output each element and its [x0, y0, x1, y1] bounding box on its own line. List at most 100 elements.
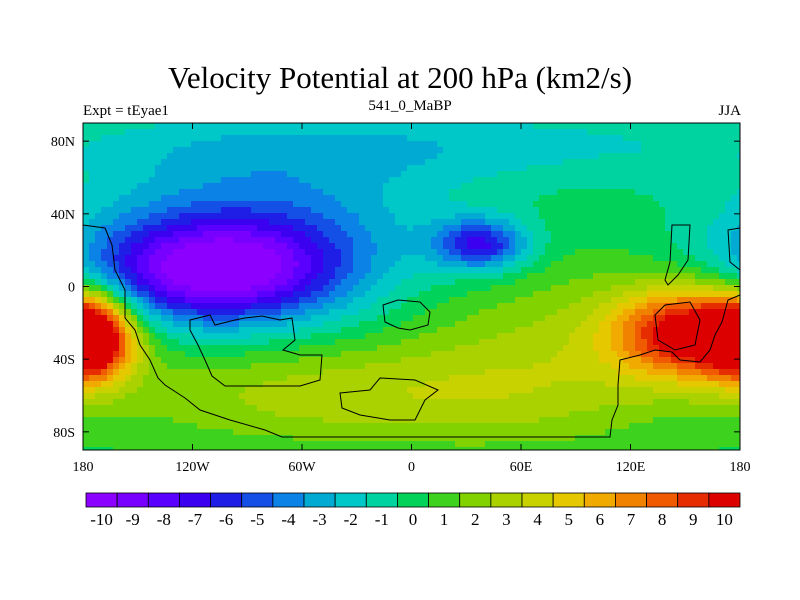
field-cell — [359, 225, 366, 232]
field-cell — [347, 165, 354, 172]
field-cell — [605, 375, 612, 382]
field-cell — [581, 207, 588, 214]
field-cell — [719, 231, 726, 238]
field-cell — [593, 321, 600, 328]
field-cell — [563, 165, 570, 172]
field-cell — [539, 249, 546, 256]
field-cell — [347, 387, 354, 394]
field-cell — [665, 213, 672, 220]
field-cell — [83, 393, 90, 400]
field-cell — [407, 195, 414, 202]
field-cell — [179, 351, 186, 358]
field-cell — [419, 279, 426, 286]
field-cell — [425, 375, 432, 382]
field-cell — [401, 327, 408, 334]
field-cell — [581, 333, 588, 340]
field-cell — [647, 141, 654, 148]
field-cell — [437, 279, 444, 286]
field-cell — [647, 189, 654, 196]
field-cell — [689, 321, 696, 328]
field-cell — [503, 183, 510, 190]
field-cell — [599, 309, 606, 316]
field-cell — [467, 357, 474, 364]
field-cell — [305, 393, 312, 400]
field-cell — [449, 345, 456, 352]
field-cell — [695, 261, 702, 268]
field-cell — [443, 273, 450, 280]
field-cell — [191, 273, 198, 280]
field-cell — [659, 351, 666, 358]
field-cell — [485, 165, 492, 172]
field-cell — [239, 177, 246, 184]
field-cell — [617, 327, 624, 334]
field-cell — [437, 333, 444, 340]
field-cell — [695, 195, 702, 202]
field-cell — [671, 327, 678, 334]
field-cell — [149, 345, 156, 352]
field-cell — [623, 261, 630, 268]
field-cell — [353, 357, 360, 364]
field-cell — [479, 189, 486, 196]
field-cell — [95, 363, 102, 370]
field-cell — [473, 207, 480, 214]
field-cell — [569, 369, 576, 376]
field-cell — [293, 237, 300, 244]
field-cell — [545, 237, 552, 244]
field-cell — [263, 285, 270, 292]
field-cell — [563, 315, 570, 322]
field-cell — [575, 195, 582, 202]
field-cell — [533, 207, 540, 214]
field-cell — [563, 339, 570, 346]
field-cell — [377, 201, 384, 208]
field-cell — [485, 375, 492, 382]
field-cell — [509, 231, 516, 238]
field-cell — [119, 231, 126, 238]
field-cell — [545, 141, 552, 148]
field-cell — [515, 231, 522, 238]
field-cell — [473, 261, 480, 268]
field-cell — [341, 189, 348, 196]
field-cell — [329, 183, 336, 190]
field-cell — [605, 255, 612, 262]
field-cell — [335, 297, 342, 304]
field-cell — [611, 297, 618, 304]
field-cell — [89, 339, 96, 346]
field-cell — [521, 291, 528, 298]
field-cell — [551, 267, 558, 274]
field-cell — [329, 375, 336, 382]
field-cell — [89, 279, 96, 286]
field-cell — [611, 387, 618, 394]
field-cell — [227, 261, 234, 268]
field-cell — [689, 261, 696, 268]
field-cell — [437, 165, 444, 172]
field-cell — [275, 297, 282, 304]
field-cell — [245, 369, 252, 376]
field-cell — [539, 315, 546, 322]
field-cell — [545, 273, 552, 280]
field-cell — [161, 189, 168, 196]
field-cell — [485, 141, 492, 148]
field-cell — [665, 165, 672, 172]
field-cell — [473, 291, 480, 298]
field-cell — [197, 393, 204, 400]
field-cell — [329, 213, 336, 220]
field-cell — [131, 381, 138, 388]
field-cell — [461, 171, 468, 178]
field-cell — [281, 171, 288, 178]
field-cell — [497, 183, 504, 190]
field-cell — [113, 255, 120, 262]
field-cell — [287, 273, 294, 280]
field-cell — [635, 213, 642, 220]
field-cell — [245, 123, 252, 130]
field-cell — [629, 171, 636, 178]
field-cell — [659, 345, 666, 352]
field-cell — [419, 255, 426, 262]
field-cell — [383, 135, 390, 142]
field-cell — [383, 159, 390, 166]
field-cell — [239, 327, 246, 334]
field-cell — [485, 225, 492, 232]
field-cell — [689, 195, 696, 202]
field-cell — [365, 267, 372, 274]
field-cell — [347, 309, 354, 316]
field-cell — [83, 243, 90, 250]
